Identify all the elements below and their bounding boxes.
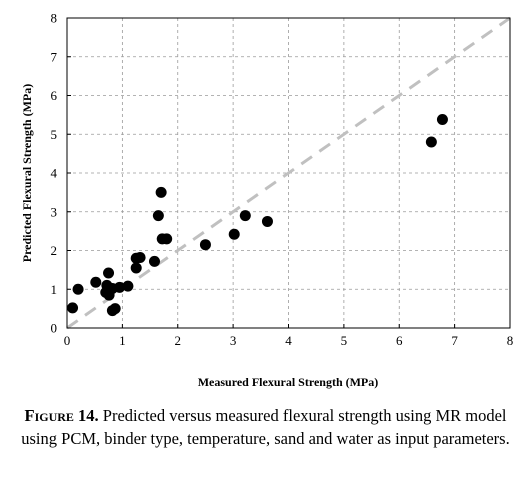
data-point	[114, 281, 126, 293]
reference-line	[66, 16, 511, 330]
data-point	[72, 283, 84, 295]
data-point	[122, 280, 134, 292]
data-point	[148, 255, 160, 267]
data-point	[425, 136, 437, 148]
x-tick-label: 2	[175, 333, 182, 348]
x-tick-label: 1	[119, 333, 126, 348]
tick-labels: 0 1 2 3 4 5 6 7 8 0 1 2 3 4 5 6 7 8	[51, 11, 514, 349]
x-tick-label: 4	[285, 333, 292, 348]
y-tick-label: 6	[51, 88, 58, 103]
figure-caption: Figure 14. Predicted versus measured fle…	[10, 404, 521, 450]
data-point	[228, 228, 240, 240]
data-point	[155, 186, 167, 198]
x-tick-label: 7	[451, 333, 458, 348]
figure-caption-text: Predicted versus measured flexural stren…	[21, 406, 510, 448]
y-tick-label: 0	[51, 321, 58, 336]
y-tick-label: 5	[51, 127, 58, 142]
y-tick-label: 8	[51, 11, 58, 26]
x-tick-label: 3	[230, 333, 237, 348]
grid-lines	[67, 18, 510, 328]
data-point	[67, 302, 79, 314]
scatter-chart: 0 1 2 3 4 5 6 7 8 0 1 2 3 4 5 6 7 8 Measured Flexural Str…	[20, 11, 514, 390]
y-tick-label: 7	[51, 49, 58, 64]
data-point	[103, 267, 115, 279]
figure-label: Figure 14.	[24, 406, 99, 425]
y-axis-title: Predicted Flexural Strength (MPa)	[20, 84, 34, 263]
x-tick-label: 5	[341, 333, 348, 348]
data-point	[109, 303, 121, 315]
y-tick-label: 3	[51, 204, 58, 219]
data-point	[152, 210, 164, 222]
x-tick-label: 8	[507, 333, 514, 348]
data-point	[90, 276, 102, 288]
x-tick-label: 6	[396, 333, 403, 348]
data-point	[134, 251, 146, 263]
data-point	[130, 262, 142, 274]
data-points	[67, 114, 448, 317]
data-point	[161, 233, 173, 245]
data-point	[436, 114, 448, 126]
x-tick-label: 0	[64, 333, 71, 348]
y-tick-label: 1	[51, 282, 58, 297]
data-point	[199, 239, 211, 251]
y-tick-label: 4	[51, 166, 58, 181]
data-point	[261, 215, 273, 227]
data-point	[239, 210, 251, 222]
y-tick-label: 2	[51, 243, 58, 258]
x-axis-title: Measured Flexural Strength (MPa)	[198, 375, 379, 389]
